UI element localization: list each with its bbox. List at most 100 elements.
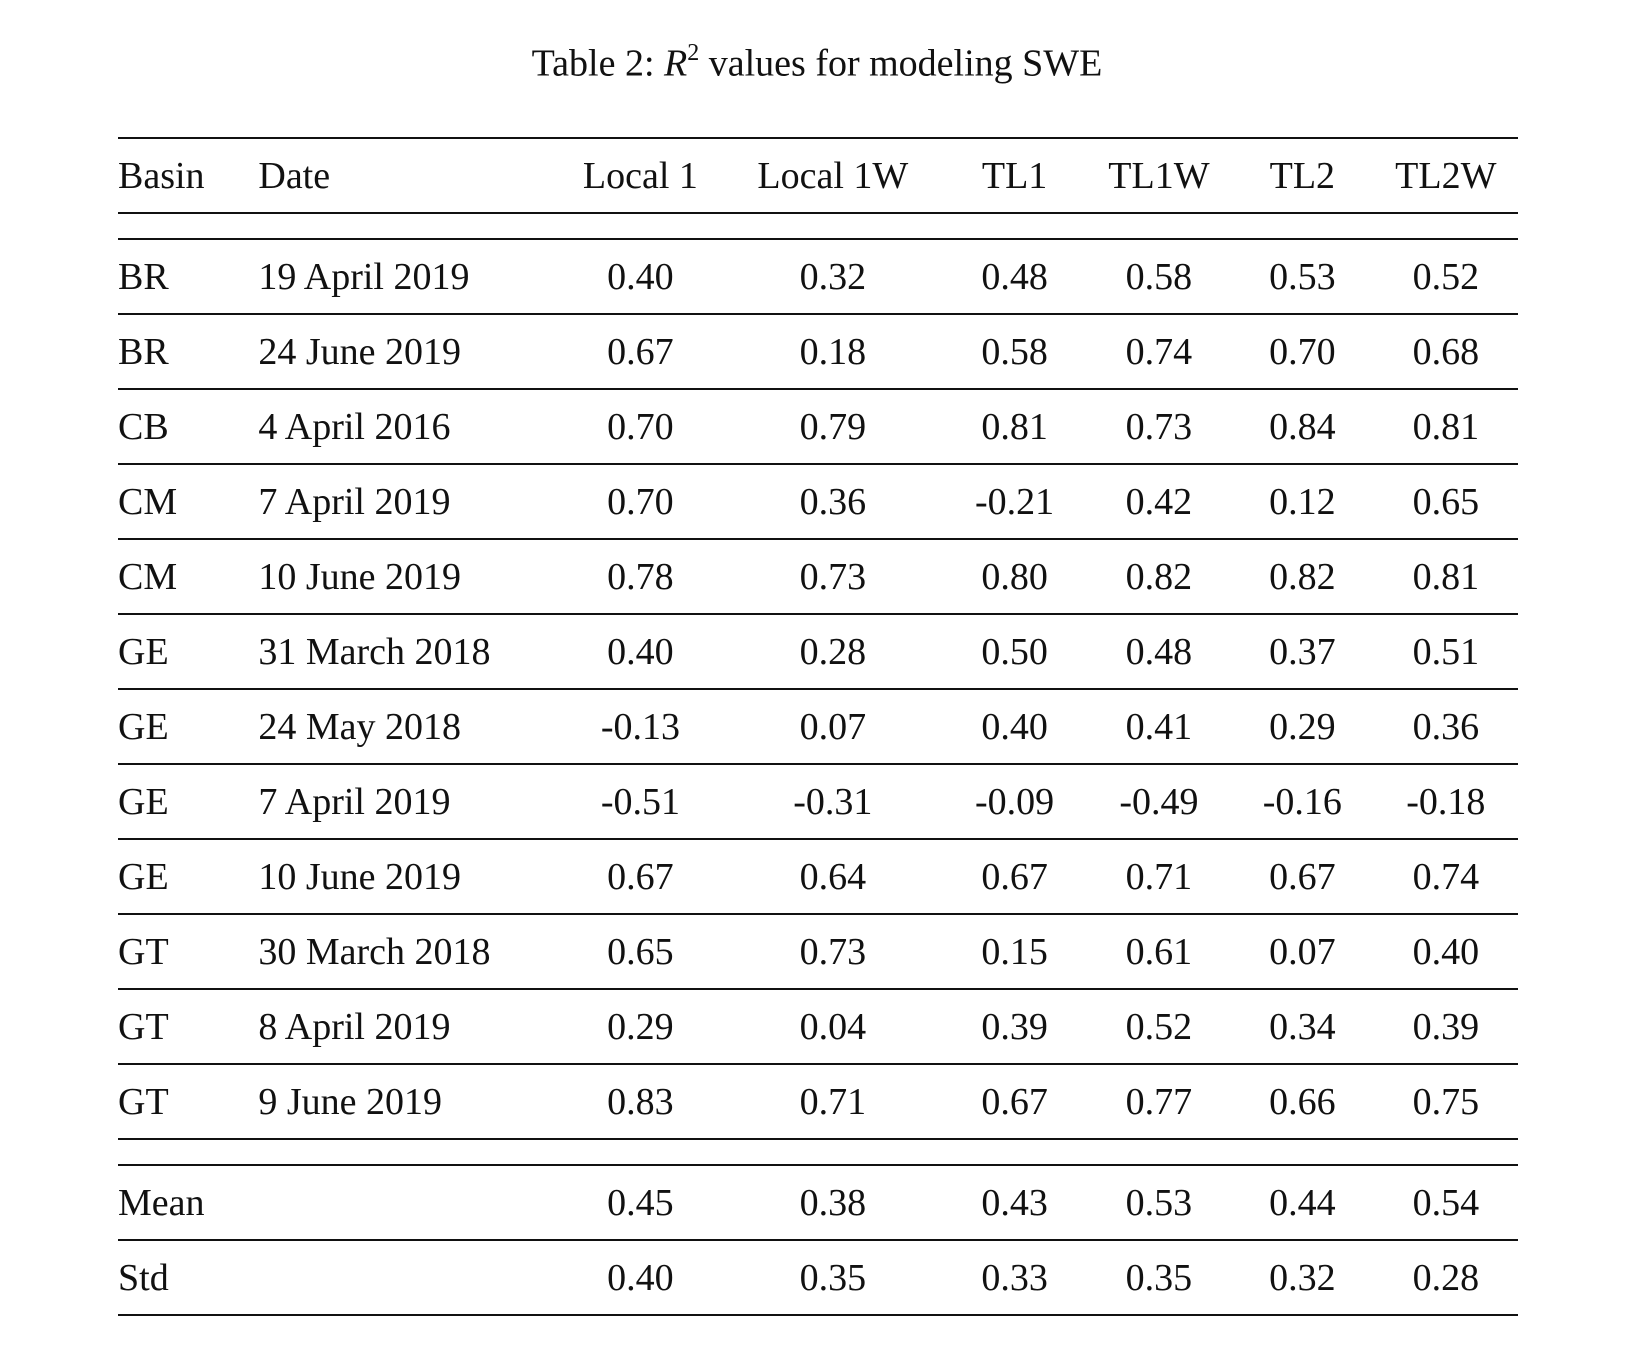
table-row: BR 19 April 2019 0.40 0.32 0.48 0.58 0.53 0.52 [118,238,1518,314]
caption-prefix: Table 2: [531,42,665,85]
cell-tl1w: 0.82 [1086,538,1232,614]
cell-basin: BR [118,238,259,314]
cell-basin: GE [118,838,259,914]
cell-tl2: 0.32 [1231,1239,1374,1316]
cell-summary-label: Mean [118,1164,259,1240]
cell-local1w: 0.38 [723,1164,943,1240]
r2-table: Basin Date Local 1 Local 1W TL1 TL1W TL2… [118,137,1518,1316]
table-row: GT 30 March 2018 0.65 0.73 0.15 0.61 0.07 0.40 [118,913,1518,989]
cell-tl2: 0.53 [1231,238,1374,314]
table-row: GT 8 April 2019 0.29 0.04 0.39 0.52 0.34 0.39 [118,988,1518,1064]
cell-tl2w: 0.28 [1373,1239,1518,1316]
cell-tl1: 0.67 [942,1063,1087,1139]
cell-tl1: 0.58 [942,313,1087,389]
cell-tl2: 0.82 [1231,538,1374,614]
header-tl1w: TL1W [1086,137,1232,213]
cell-date: 30 March 2018 [258,913,558,989]
cell-basin: GE [118,613,259,689]
cell-local1: 0.40 [557,613,724,689]
cell-tl2w: 0.68 [1373,313,1518,389]
cell-tl2w: 0.81 [1373,388,1518,464]
cell-tl1w: 0.48 [1086,613,1232,689]
cell-tl2: 0.34 [1231,988,1374,1064]
cell-tl1w: 0.52 [1086,988,1232,1064]
cell-tl1w: 0.77 [1086,1063,1232,1139]
cell-date: 24 June 2019 [258,313,558,389]
rule-gap [118,212,1518,239]
cell-local1w: 0.28 [723,613,943,689]
cell-tl2w: 0.75 [1373,1063,1518,1139]
cell-tl2: 0.67 [1231,838,1374,914]
cell-local1w: 0.04 [723,988,943,1064]
cell-local1: 0.40 [557,1239,724,1316]
cell-basin: GE [118,763,259,839]
cell-tl2: 0.29 [1231,688,1374,764]
cell-tl1: 0.39 [942,988,1087,1064]
cell-basin: GT [118,988,259,1064]
cell-date: 4 April 2016 [258,388,558,464]
cell-tl2w: 0.52 [1373,238,1518,314]
cell-tl2w: 0.74 [1373,838,1518,914]
cell-tl1w: 0.42 [1086,463,1232,539]
cell-local1w: 0.07 [723,688,943,764]
cell-tl1w: 0.73 [1086,388,1232,464]
cell-tl1w: 0.41 [1086,688,1232,764]
cell-tl2: 0.07 [1231,913,1374,989]
summary-row-std: Std 0.40 0.35 0.33 0.35 0.32 0.28 [118,1239,1518,1316]
cell-local1: 0.70 [557,463,724,539]
cell-tl1: 0.80 [942,538,1087,614]
cell-date: 10 June 2019 [258,838,558,914]
cell-tl1: 0.15 [942,913,1087,989]
cell-summary-label: Std [118,1239,259,1316]
cell-local1: 0.67 [557,838,724,914]
cell-local1: -0.13 [557,688,724,764]
cell-local1w: 0.79 [723,388,943,464]
cell-tl2w: 0.36 [1373,688,1518,764]
cell-local1w: 0.73 [723,913,943,989]
cell-tl2w: 0.40 [1373,913,1518,989]
cell-local1w: -0.31 [723,763,943,839]
cell-local1: 0.29 [557,988,724,1064]
header-row: Basin Date Local 1 Local 1W TL1 TL1W TL2… [118,137,1518,213]
summary-row-mean: Mean 0.45 0.38 0.43 0.53 0.44 0.54 [118,1164,1518,1240]
cell-date: 8 April 2019 [258,988,558,1064]
cell-tl2w: -0.18 [1373,763,1518,839]
cell-local1: 0.40 [557,238,724,314]
cell-local1: 0.78 [557,538,724,614]
table-row: CB 4 April 2016 0.70 0.79 0.81 0.73 0.84 0.81 [118,388,1518,464]
table-body: BR 19 April 2019 0.40 0.32 0.48 0.58 0.53 0.52 B… [118,212,1518,1316]
cell-tl2w: 0.39 [1373,988,1518,1064]
table-row: BR 24 June 2019 0.67 0.18 0.58 0.74 0.70 0.68 [118,313,1518,389]
cell-tl1w: 0.35 [1086,1239,1232,1316]
cell-local1: 0.65 [557,913,724,989]
cell-date: 19 April 2019 [258,238,558,314]
table-row: GE 24 May 2018 -0.13 0.07 0.40 0.41 0.29 0.36 [118,688,1518,764]
cell-tl1: 0.33 [942,1239,1087,1316]
header-tl1: TL1 [942,137,1087,213]
cell-basin: GT [118,1063,259,1139]
cell-local1: 0.45 [557,1164,724,1240]
cell-basin: CB [118,388,259,464]
cell-basin: CM [118,538,259,614]
cell-date: 9 June 2019 [258,1063,558,1139]
cell-tl1w: 0.53 [1086,1164,1232,1240]
cell-tl1w: 0.71 [1086,838,1232,914]
caption-suffix: values for modeling SWE [699,42,1103,85]
cell-tl1: 0.48 [942,238,1087,314]
cell-date: 7 April 2019 [258,763,558,839]
cell-local1w: 0.71 [723,1063,943,1139]
cell-tl2: 0.70 [1231,313,1374,389]
rule-gap-cell [118,212,1518,239]
cell-tl2: -0.16 [1231,763,1374,839]
header-local1: Local 1 [557,137,724,213]
header-tl2: TL2 [1231,137,1374,213]
table-caption: Table 2: R2 values for modeling SWE [0,30,1634,89]
cell-tl1w: -0.49 [1086,763,1232,839]
cell-local1w: 0.64 [723,838,943,914]
cell-tl1: -0.09 [942,763,1087,839]
cell-date: 7 April 2019 [258,463,558,539]
cell-tl1w: 0.74 [1086,313,1232,389]
cell-tl1: 0.50 [942,613,1087,689]
cell-date: 31 March 2018 [258,613,558,689]
table-row: CM 10 June 2019 0.78 0.73 0.80 0.82 0.82 0.81 [118,538,1518,614]
